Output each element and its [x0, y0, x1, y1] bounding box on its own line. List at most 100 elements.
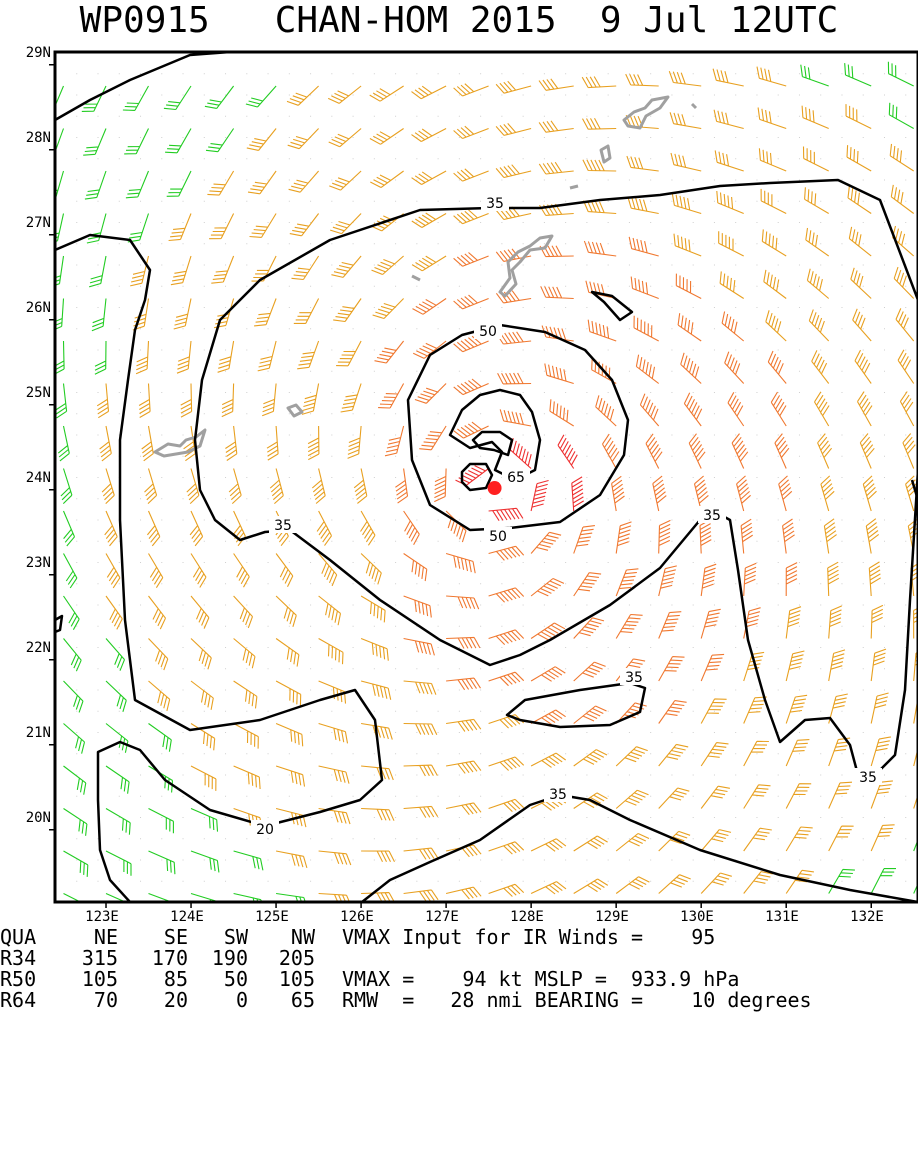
wind-barb — [820, 475, 835, 512]
grid-dot — [182, 732, 184, 733]
wind-barb — [760, 188, 787, 214]
grid-dot — [756, 774, 758, 776]
grid-dot — [713, 689, 715, 691]
grid-dot — [331, 222, 333, 223]
grid-dot — [480, 859, 482, 861]
barb-glyph — [887, 61, 914, 87]
wind-barb — [785, 694, 808, 724]
grid-dot — [310, 222, 312, 223]
wind-barb — [84, 170, 107, 200]
barb-glyph — [63, 680, 84, 713]
wind-barb — [865, 518, 880, 554]
grid-dot — [692, 307, 694, 308]
grid-dot — [118, 243, 120, 245]
wind-barb — [658, 743, 689, 767]
grid-dot — [161, 307, 163, 308]
grid-dot — [395, 285, 397, 287]
barb-glyph — [549, 399, 574, 427]
grid-dot — [97, 137, 99, 138]
grid-dot — [543, 392, 545, 393]
wind-barb — [446, 677, 481, 691]
grid-dot — [118, 817, 120, 818]
grid-dot — [246, 328, 248, 330]
grid-dot — [586, 477, 588, 478]
barb-glyph — [275, 722, 304, 747]
grid-dot — [182, 477, 184, 478]
grid-dot — [586, 753, 588, 755]
wind-barb — [495, 80, 532, 94]
grid-dot — [862, 307, 864, 308]
grid-dot — [628, 689, 630, 691]
grid-dot — [862, 540, 864, 542]
barb-glyph — [658, 700, 687, 724]
grid-dot — [586, 774, 588, 776]
barb-glyph — [633, 315, 659, 342]
barb-glyph — [731, 433, 749, 469]
grid-dot — [76, 604, 78, 606]
barb-glyph — [770, 391, 787, 427]
grid-dot — [820, 200, 822, 202]
grid-dot — [862, 753, 864, 755]
grid-dot — [756, 795, 758, 797]
grid-dot — [352, 349, 354, 351]
grid-dot — [97, 73, 99, 75]
grid-dot — [522, 137, 524, 138]
grid-dot — [628, 455, 630, 457]
grid-dot — [76, 243, 78, 245]
wind-barb — [55, 383, 68, 419]
barb-glyph — [530, 666, 566, 682]
wind-barb — [307, 425, 320, 461]
grid-dot — [395, 795, 397, 797]
barb-glyph — [499, 409, 532, 427]
grid-dot — [118, 285, 120, 287]
grid-dot — [543, 774, 545, 776]
grid-dot — [628, 370, 630, 372]
grid-dot — [331, 774, 333, 776]
barb-glyph — [453, 83, 489, 97]
grid-dot — [76, 880, 78, 882]
wind-barb — [724, 351, 745, 384]
grid-dot — [543, 583, 545, 585]
barb-glyph — [530, 709, 566, 725]
grid-dot — [862, 179, 864, 181]
grid-dot — [182, 859, 184, 861]
grid-dot — [671, 774, 673, 776]
wind-barb — [802, 146, 829, 172]
grid-dot — [395, 307, 397, 308]
wind-barb — [180, 383, 193, 418]
lon-label: 131E — [765, 909, 799, 925]
grid-dot — [118, 668, 120, 670]
wind-barb — [756, 66, 787, 87]
barb-glyph — [870, 692, 889, 724]
wind-barb — [870, 604, 884, 639]
wind-barb — [658, 830, 691, 852]
grid-dot — [713, 838, 715, 840]
grid-dot — [225, 370, 227, 372]
barb-glyph — [828, 868, 855, 894]
grid-dot — [883, 519, 885, 521]
grid-dot — [501, 307, 503, 308]
grid-dot — [203, 583, 205, 585]
wind-barb — [700, 698, 727, 724]
barb-glyph — [573, 661, 606, 682]
grid-dot — [182, 285, 184, 287]
grid-dot — [565, 519, 567, 521]
barb-glyph — [540, 286, 574, 300]
grid-dot — [331, 179, 333, 181]
wind-barb — [403, 553, 428, 582]
grid-dot — [267, 477, 269, 478]
grid-dot — [501, 795, 503, 797]
storm-year: 2015 — [469, 0, 557, 41]
grid-dot — [756, 328, 758, 330]
grid-dot — [331, 94, 333, 96]
grid-dot — [203, 795, 205, 797]
grid-dot — [756, 349, 758, 351]
barb-glyph — [261, 383, 277, 417]
grid-dot — [756, 392, 758, 393]
grid-dot — [862, 519, 864, 521]
grid-dot — [565, 137, 567, 138]
grid-dot — [246, 370, 248, 372]
grid-dot — [522, 222, 524, 223]
grid-dot — [437, 285, 439, 287]
grid-dot — [203, 264, 205, 266]
